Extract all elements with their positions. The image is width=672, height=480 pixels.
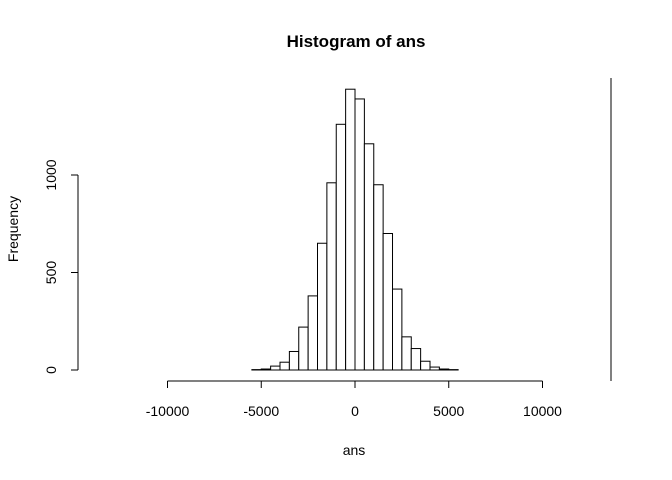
histogram-bar <box>438 368 450 371</box>
x-tick-label: -5000 <box>243 403 279 419</box>
histogram-bar <box>317 242 328 371</box>
x-axis-label: ans <box>343 442 366 458</box>
histogram-bar <box>270 365 281 371</box>
histogram-bar <box>392 288 403 371</box>
x-tick-label: 10000 <box>523 403 562 419</box>
y-axis-label: Frequency <box>5 196 21 262</box>
histogram-bar <box>345 88 356 371</box>
histogram-bar <box>373 184 384 371</box>
y-tick-label: 500 <box>43 261 59 285</box>
histogram-bar <box>288 350 300 371</box>
y-axis: 0 500 1000 <box>43 159 79 374</box>
y-tick-label: 1000 <box>43 159 59 190</box>
histogram-bar <box>307 295 319 371</box>
x-tick-label: -10000 <box>146 403 190 419</box>
x-axis: -10000 -5000 0 5000 10000 <box>146 380 562 419</box>
histogram-bar <box>354 98 365 371</box>
histogram-bar <box>410 348 422 371</box>
y-tick-label: 0 <box>43 366 59 374</box>
histogram-bar <box>335 123 347 371</box>
histogram-bar <box>260 368 272 371</box>
histogram-bar <box>326 182 337 371</box>
histogram-bar <box>420 360 431 371</box>
histogram-bars <box>251 88 459 371</box>
histogram-bar <box>279 361 290 371</box>
histogram-bar <box>363 143 375 371</box>
chart-title: Histogram of ans <box>287 32 426 51</box>
x-tick-label: 5000 <box>433 403 464 419</box>
x-tick-label: 0 <box>351 403 359 419</box>
histogram-bar <box>401 336 412 371</box>
histogram-bar <box>429 366 440 371</box>
histogram-bar <box>382 233 394 371</box>
histogram-bar <box>298 326 309 371</box>
